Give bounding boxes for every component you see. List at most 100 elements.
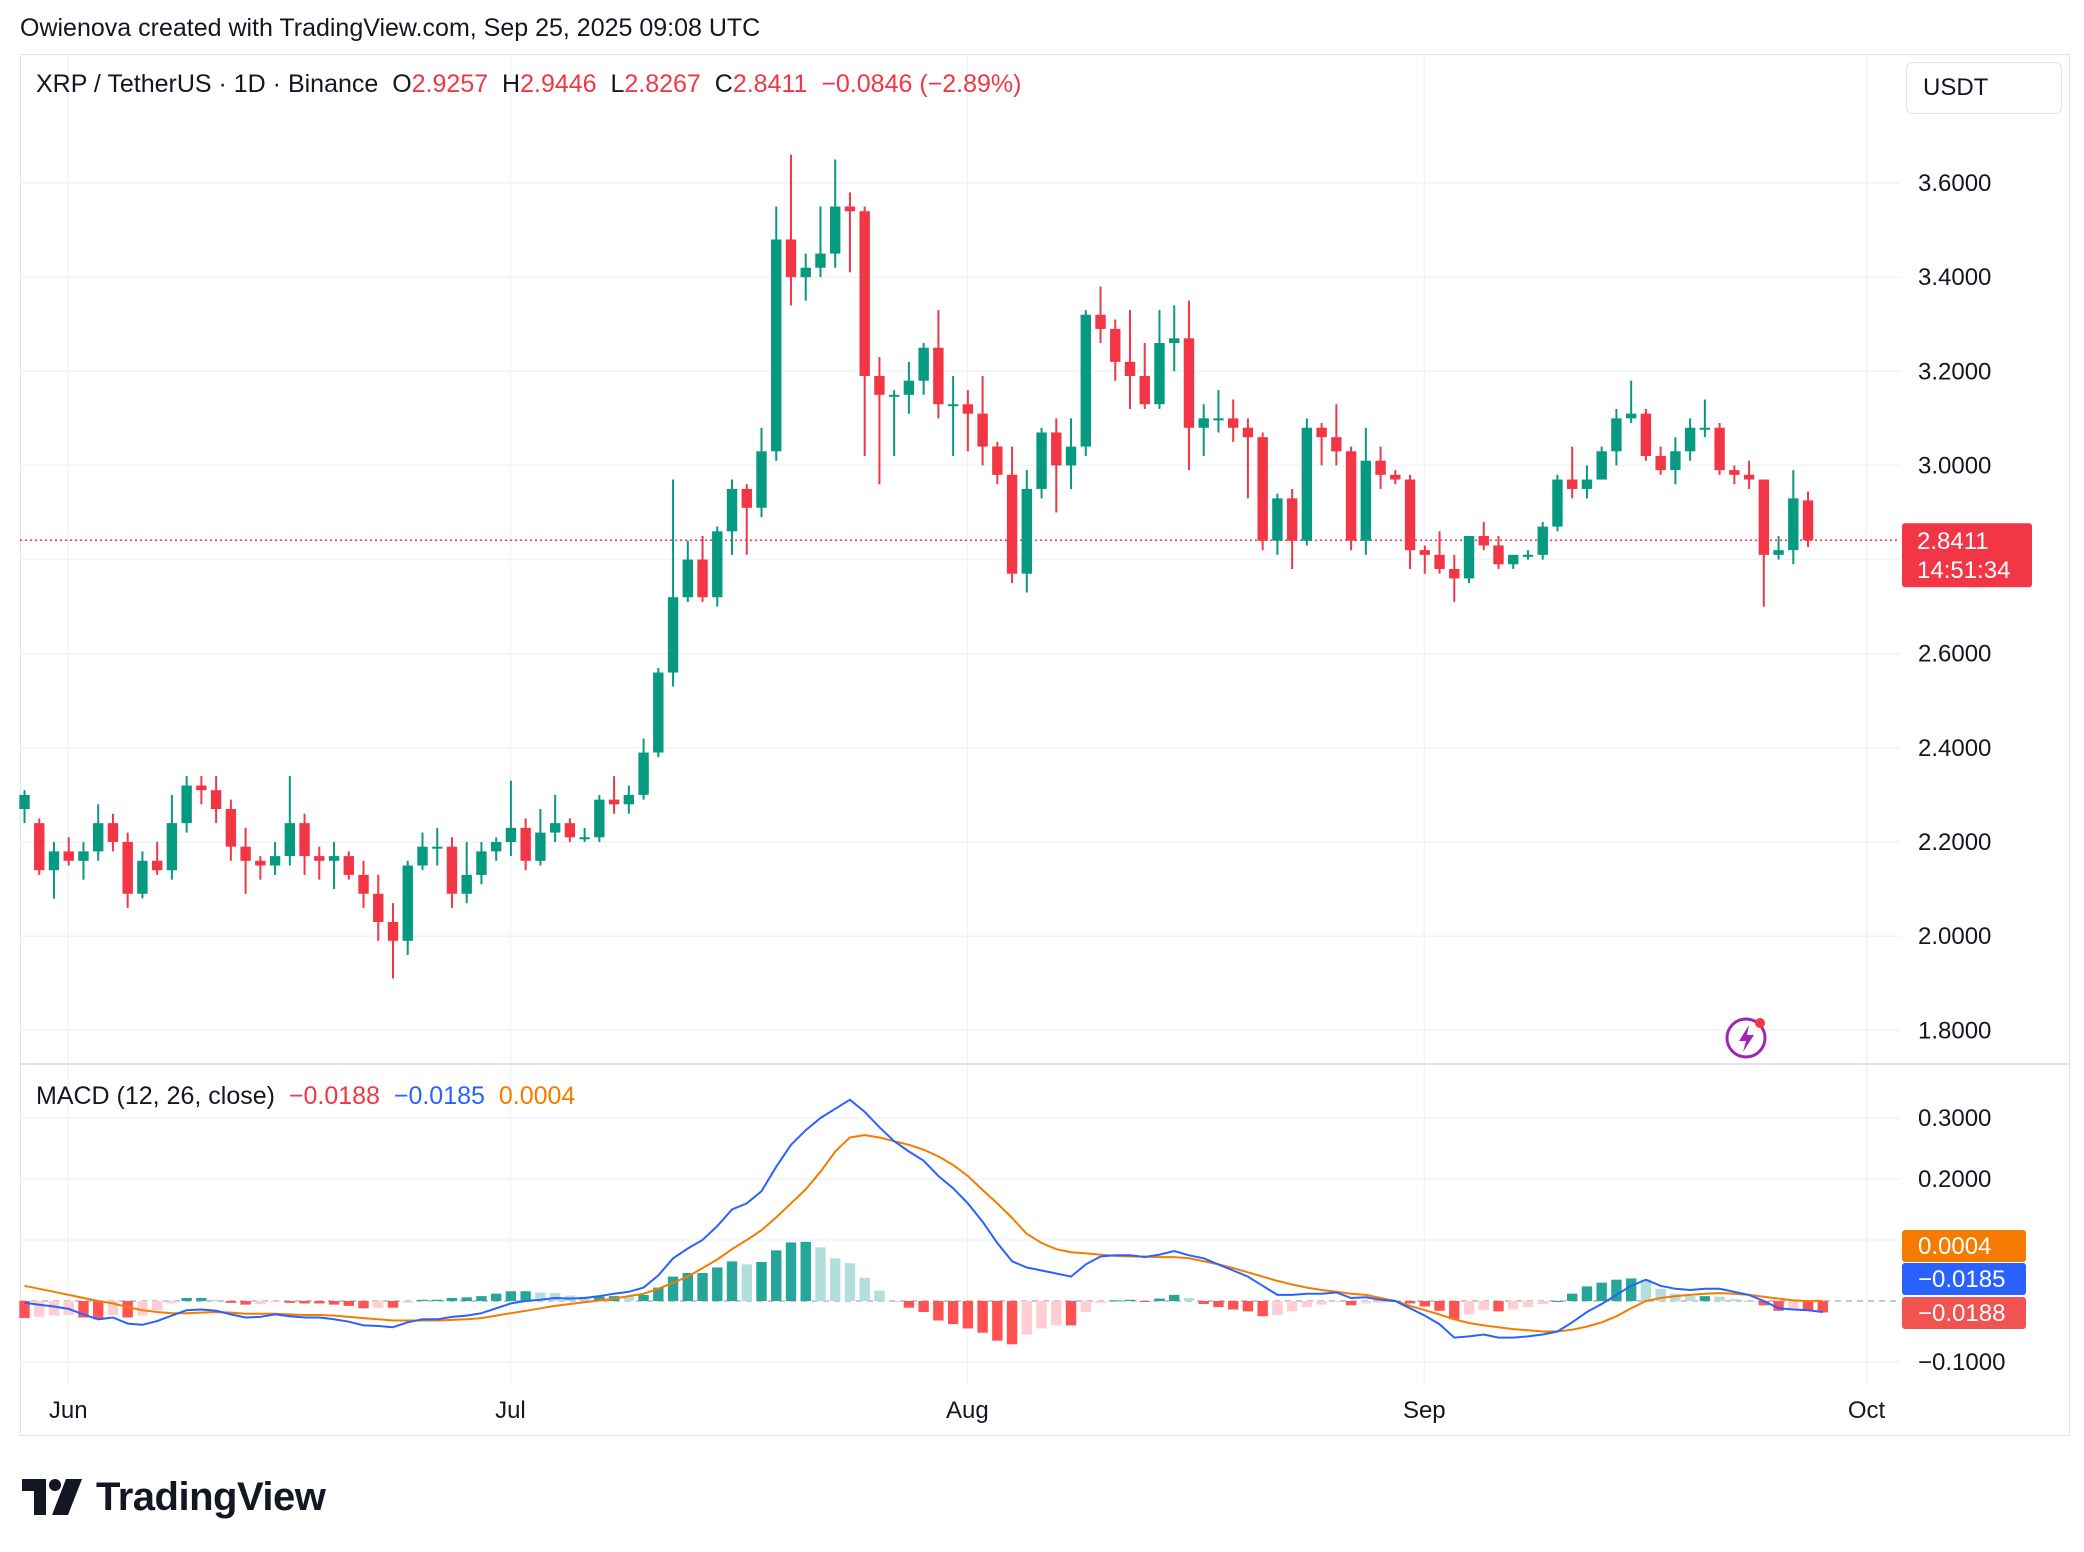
candle[interactable]	[1080, 310, 1091, 457]
candle[interactable]	[166, 794, 178, 880]
candle[interactable]	[1404, 474, 1416, 569]
candle[interactable]	[1552, 474, 1563, 532]
candle[interactable]	[1508, 554, 1519, 569]
candle[interactable]	[535, 809, 546, 866]
candle[interactable]	[1611, 408, 1622, 466]
candle[interactable]	[1272, 493, 1283, 555]
tradingview-logo[interactable]: TradingView	[22, 1472, 326, 1522]
candle[interactable]	[888, 390, 900, 457]
candle[interactable]	[78, 841, 89, 880]
candle[interactable]	[697, 536, 708, 602]
candle[interactable]	[490, 837, 502, 861]
candle[interactable]	[962, 390, 974, 452]
candle[interactable]	[992, 441, 1003, 485]
candle[interactable]	[402, 860, 413, 955]
candle[interactable]	[1699, 399, 1711, 438]
candle[interactable]	[505, 780, 517, 857]
candle[interactable]	[1640, 408, 1652, 461]
macd-legend[interactable]: MACD (12, 26, close) −0.0188 −0.0185 0.0…	[36, 1082, 575, 1111]
candle[interactable]	[1788, 470, 1799, 565]
candle[interactable]	[210, 776, 222, 824]
candle[interactable]	[137, 851, 148, 899]
candle[interactable]	[712, 526, 723, 607]
candle[interactable]	[520, 818, 531, 871]
candle[interactable]	[151, 841, 163, 875]
candle[interactable]	[107, 813, 119, 852]
candle[interactable]	[667, 479, 679, 687]
candle[interactable]	[240, 827, 251, 894]
candle[interactable]	[1345, 446, 1357, 551]
candle[interactable]	[314, 846, 325, 880]
chart-frame[interactable]	[20, 54, 2070, 1436]
candle[interactable]	[122, 832, 133, 908]
candle[interactable]	[1670, 437, 1681, 485]
candle[interactable]	[1051, 418, 1062, 513]
candle[interactable]	[358, 860, 369, 908]
candle[interactable]	[1183, 300, 1195, 471]
candle[interactable]	[638, 738, 649, 800]
candle[interactable]	[328, 841, 340, 890]
candle[interactable]	[682, 540, 693, 602]
candle[interactable]	[977, 375, 988, 466]
candle[interactable]	[1198, 404, 1209, 457]
candle[interactable]	[1758, 479, 1770, 607]
currency-unit-button[interactable]: USDT	[1906, 62, 2062, 114]
candle[interactable]	[1743, 460, 1755, 489]
candle[interactable]	[461, 841, 472, 904]
candle[interactable]	[1286, 488, 1298, 569]
candle[interactable]	[269, 841, 281, 875]
candle[interactable]	[1493, 536, 1504, 569]
candle[interactable]	[549, 794, 561, 842]
candle[interactable]	[874, 357, 885, 485]
candle[interactable]	[417, 832, 428, 871]
candle[interactable]	[225, 799, 237, 861]
candle[interactable]	[800, 253, 811, 301]
candle[interactable]	[1390, 470, 1401, 485]
candle[interactable]	[564, 818, 576, 842]
candle[interactable]	[1124, 310, 1136, 409]
candle[interactable]	[933, 310, 944, 419]
histogram-badge[interactable]	[1902, 1297, 2026, 1329]
candle[interactable]	[63, 837, 74, 866]
candle[interactable]	[284, 776, 296, 866]
candle[interactable]	[815, 206, 826, 278]
symbol-legend[interactable]: XRP / TetherUS · 1D · Binance O2.9257 H2…	[36, 70, 1021, 99]
candle[interactable]	[1331, 404, 1342, 466]
candle[interactable]	[1110, 319, 1121, 381]
candle[interactable]	[1684, 418, 1696, 461]
candle[interactable]	[181, 776, 192, 833]
candle[interactable]	[255, 856, 266, 880]
macd-badge[interactable]	[1902, 1263, 2026, 1295]
candle[interactable]	[48, 841, 60, 899]
candle[interactable]	[432, 827, 443, 866]
candle[interactable]	[1478, 521, 1489, 551]
candle[interactable]	[1463, 536, 1475, 584]
candle[interactable]	[1227, 399, 1239, 442]
candle[interactable]	[918, 343, 929, 395]
candle[interactable]	[1169, 305, 1180, 372]
candle[interactable]	[1095, 286, 1106, 344]
candle[interactable]	[608, 776, 620, 814]
candle[interactable]	[1522, 550, 1534, 560]
candle[interactable]	[1036, 427, 1047, 499]
candle[interactable]	[726, 479, 738, 555]
candle[interactable]	[947, 375, 959, 457]
candle[interactable]	[1316, 423, 1327, 466]
candle[interactable]	[93, 804, 104, 861]
candle[interactable]	[1434, 531, 1445, 574]
signal-badge[interactable]	[1902, 1230, 2026, 1262]
candle[interactable]	[594, 794, 605, 842]
candle[interactable]	[1375, 446, 1386, 489]
candle[interactable]	[446, 837, 458, 908]
candle[interactable]	[830, 159, 841, 268]
candle[interactable]	[756, 427, 767, 518]
candle[interactable]	[1419, 545, 1430, 574]
macd-title[interactable]: MACD (12, 26, close)	[36, 1082, 275, 1110]
candle[interactable]	[1449, 554, 1460, 602]
candle[interactable]	[1802, 491, 1814, 547]
candle[interactable]	[1773, 536, 1784, 560]
candle[interactable]	[299, 813, 310, 875]
candle[interactable]	[785, 154, 797, 306]
candle[interactable]	[343, 851, 354, 880]
